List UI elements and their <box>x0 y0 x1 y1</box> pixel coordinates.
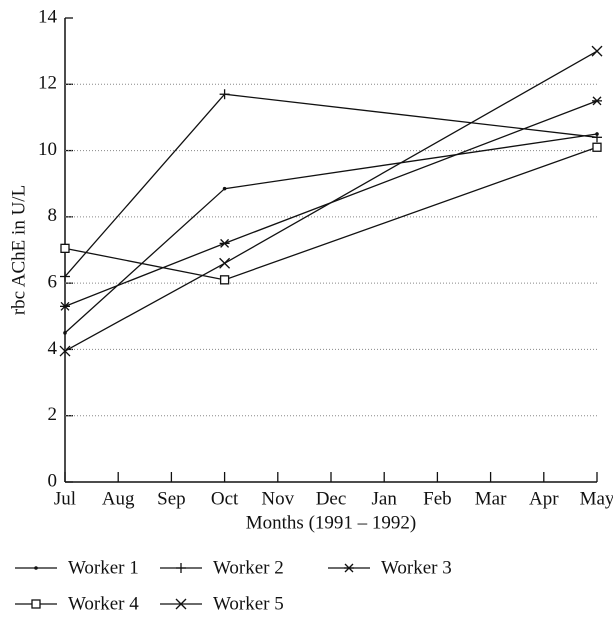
x-tick-label: May <box>580 488 613 509</box>
x-tick-label: Jan <box>372 488 398 509</box>
marker <box>63 331 67 335</box>
y-tick-label: 12 <box>38 73 57 94</box>
marker-square <box>219 275 230 285</box>
legend-label: Worker 3 <box>381 557 452 578</box>
legend-item: Worker 5 <box>160 593 284 614</box>
y-tick-label: 14 <box>38 6 58 27</box>
series-line <box>64 93 598 277</box>
marker-dot <box>63 331 67 335</box>
legend-item: Worker 3 <box>328 557 452 578</box>
x-axis-label: Months (1991 – 1992) <box>246 512 416 533</box>
legend-item: Worker 2 <box>160 557 284 578</box>
marker-stroke <box>219 257 231 269</box>
marker-stroke <box>220 238 230 248</box>
x-tick-label: Apr <box>529 488 559 509</box>
marker <box>592 132 602 143</box>
marker-stroke <box>344 563 354 573</box>
series-line <box>64 100 598 307</box>
marker-stroke <box>592 96 602 106</box>
marker <box>344 563 354 573</box>
legend-label: Worker 5 <box>213 593 284 614</box>
y-tick-label: 2 <box>48 404 58 425</box>
marker-stroke <box>59 345 71 357</box>
y-axis-label: rbc AChE in U/L <box>8 185 29 315</box>
marker <box>219 275 230 285</box>
x-tick-label: Jul <box>54 488 76 509</box>
marker-stroke <box>175 598 187 610</box>
marker <box>34 566 38 570</box>
marker <box>60 301 70 311</box>
x-tick-label: Aug <box>102 488 135 509</box>
marker-dot <box>34 566 38 570</box>
marker <box>219 89 230 100</box>
legend-label: Worker 1 <box>68 557 139 578</box>
y-tick-label: 6 <box>48 272 58 293</box>
marker <box>592 142 602 152</box>
marker <box>175 598 187 610</box>
x-tick-label: Dec <box>316 488 347 509</box>
marker <box>591 45 603 57</box>
series-line <box>64 50 598 352</box>
legend-label: Worker 4 <box>68 593 139 614</box>
marker <box>176 563 186 573</box>
marker-stroke <box>591 45 603 57</box>
legend-item: Worker 4 <box>15 593 139 614</box>
marker-square <box>31 599 41 609</box>
x-tick-label: Oct <box>211 488 239 509</box>
marker <box>60 243 70 253</box>
y-tick-label: 8 <box>48 205 58 226</box>
marker <box>60 271 70 282</box>
marker <box>592 96 602 106</box>
marker-stroke <box>60 301 70 311</box>
x-tick-label: Feb <box>423 488 452 509</box>
marker <box>31 599 41 609</box>
x-tick-label: Mar <box>475 488 507 509</box>
y-tick-label: 4 <box>48 338 58 359</box>
legend-label: Worker 2 <box>213 557 284 578</box>
x-tick-label: Sep <box>157 488 186 509</box>
y-tick-label: 0 <box>48 470 58 491</box>
series-line <box>64 133 598 334</box>
marker-square <box>60 243 70 253</box>
marker <box>219 238 230 248</box>
marker <box>59 345 71 357</box>
marker <box>222 186 227 191</box>
marker-dot <box>222 186 227 191</box>
legend-item: Worker 1 <box>15 557 139 578</box>
y-tick-label: 10 <box>38 139 57 160</box>
x-tick-label: Nov <box>261 488 294 509</box>
marker <box>219 257 231 269</box>
marker-square <box>592 142 602 152</box>
